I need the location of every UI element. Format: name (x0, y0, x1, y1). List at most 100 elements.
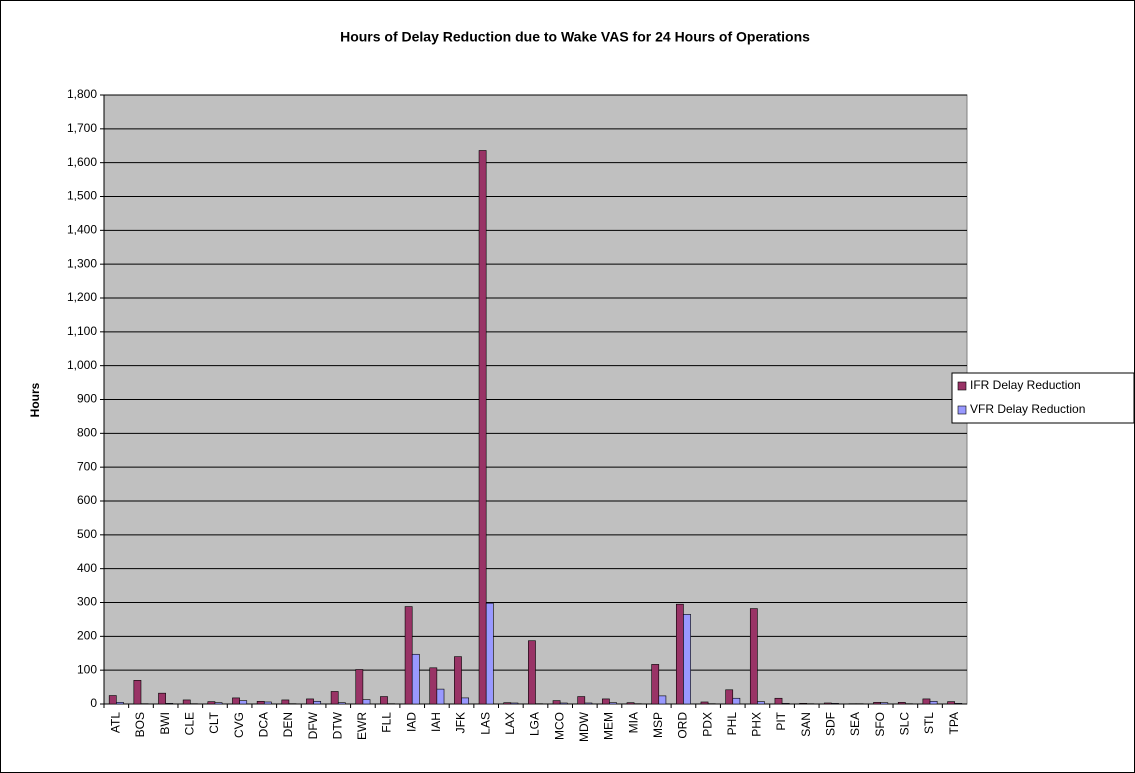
bar (683, 614, 691, 705)
bar (108, 695, 117, 705)
legend-swatch (957, 381, 967, 391)
bar (626, 702, 635, 705)
x-tick-label: ORD (676, 712, 690, 739)
bar (263, 701, 272, 705)
bar (461, 697, 469, 705)
bar (675, 603, 684, 705)
y-tick-label: 1,000 (67, 358, 97, 372)
bar (510, 702, 519, 705)
bar (897, 702, 906, 705)
bar (281, 699, 290, 705)
x-tick-label: SDF (824, 712, 838, 736)
x-tick-label: PHL (725, 712, 739, 736)
x-tick-label: EWR (355, 712, 369, 740)
bar (873, 702, 882, 705)
x-tick-label: BWI (158, 712, 172, 735)
y-tick-label: 300 (77, 595, 97, 609)
x-tick-label: LAS (478, 712, 492, 735)
x-tick-label: ATL (109, 712, 123, 733)
bar (559, 702, 568, 705)
y-tick-label: 1,700 (67, 121, 97, 135)
bar (116, 702, 124, 705)
bar (133, 680, 142, 705)
x-tick-label: SLC (898, 712, 912, 736)
x-tick-label: DFW (306, 711, 320, 739)
y-tick-label: 800 (77, 426, 97, 440)
bar (256, 700, 265, 705)
bar (454, 656, 462, 705)
bar (503, 702, 512, 705)
bar (380, 696, 388, 705)
y-tick-label: 1,200 (67, 290, 97, 304)
x-tick-label: PIT (774, 711, 788, 730)
bar (725, 689, 734, 705)
bar (781, 703, 790, 705)
bar (485, 602, 494, 705)
bar (165, 703, 174, 705)
bar (658, 695, 667, 705)
bar (478, 150, 487, 705)
y-tick-label: 400 (77, 561, 97, 575)
legend-label: VFR Delay Reduction (970, 402, 1085, 416)
y-tick-label: 1,500 (67, 189, 97, 203)
y-tick-label: 100 (77, 662, 97, 676)
x-tick-label: CLE (182, 712, 196, 735)
bar (947, 701, 955, 705)
x-tick-label: MDW (577, 711, 591, 742)
bar (584, 702, 593, 705)
y-tick-label: 1,800 (67, 87, 97, 101)
bar (749, 608, 758, 705)
bar (528, 640, 536, 705)
bar (651, 664, 660, 705)
bar (313, 700, 322, 705)
bar (609, 702, 617, 705)
bar (757, 701, 765, 705)
x-tick-label: DCA (256, 712, 270, 737)
bar (182, 699, 191, 705)
x-tick-label: CVG (232, 712, 246, 738)
bar (922, 698, 931, 705)
legend-swatch (957, 405, 967, 415)
x-tick-label: DTW (330, 711, 344, 739)
x-tick-label: PHX (750, 712, 764, 737)
bar (823, 702, 832, 705)
chart-title: Hours of Delay Reduction due to Wake VAS… (340, 29, 810, 45)
bar (577, 696, 586, 705)
x-tick-label: MSP (651, 712, 665, 738)
y-tick-label: 1,300 (67, 256, 97, 270)
x-tick-label: DEN (281, 712, 295, 737)
x-tick-label: TPA (947, 712, 961, 734)
bar (362, 699, 371, 705)
x-tick-label: SFO (873, 712, 887, 737)
bar (831, 703, 839, 705)
bar (330, 691, 339, 705)
x-tick-label: CLT (207, 711, 221, 733)
bar (404, 606, 413, 705)
x-tick-label: MEM (602, 712, 616, 740)
x-tick-label: MIA (626, 712, 640, 733)
y-tick-label: 900 (77, 392, 97, 406)
x-tick-label: LAX (503, 712, 517, 735)
x-tick-label: STL (922, 712, 936, 734)
bar (214, 702, 223, 705)
x-tick-label: JFK (454, 712, 468, 733)
x-tick-label: MCO (552, 712, 566, 740)
x-tick-label: IAH (429, 712, 443, 732)
bar (602, 698, 610, 705)
bar (774, 697, 783, 705)
y-axis-label: Hours (28, 382, 42, 417)
bar (799, 703, 808, 705)
bar (429, 667, 438, 705)
x-tick-label: BOS (133, 712, 147, 737)
y-tick-label: 200 (77, 629, 97, 643)
bar (436, 688, 445, 705)
bar (700, 701, 709, 705)
x-tick-label: IAD (404, 712, 418, 732)
y-tick-label: 700 (77, 459, 97, 473)
bar (158, 692, 166, 705)
bar (239, 700, 248, 705)
x-tick-label: SAN (799, 712, 813, 737)
x-tick-label: SEA (848, 712, 862, 736)
bar (880, 702, 889, 705)
